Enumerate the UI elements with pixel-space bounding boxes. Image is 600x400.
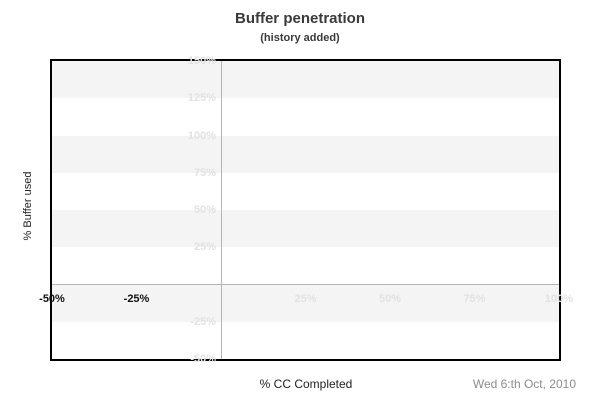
x-tick-label: 100% [544,292,574,305]
plot-band [52,284,559,322]
x-tick-label: -50% [39,292,65,305]
plot-area: 150% 125% 100% 75% 50% 25% -25% -50% -50% -25% 25%… [39,55,573,365]
date-stamp: Wed 6:th Oct, 2010 [472,377,576,391]
y-tick-label: 150% [187,55,216,67]
y-tick-label: 25% [193,241,216,254]
y-tick-label: 75% [193,166,216,179]
chart-subtitle: (history added) [260,32,340,44]
x-tick-label: 25% [294,292,317,305]
y-tick-label: 100% [187,129,216,142]
zero-y-gridline [52,284,559,285]
y-tick-label: 125% [187,92,216,105]
x-tick-label: -25% [123,292,150,305]
zero-x-gridline [220,61,222,359]
x-axis-title: % CC Completed [259,377,353,391]
x-tick-label: 75% [463,292,486,305]
y-tick-label: -25% [190,315,216,328]
y-tick-label: -50% [190,353,216,365]
plot-band [52,210,559,248]
plot-band [52,61,559,99]
y-tick-label: 50% [193,204,216,216]
plot-band [52,135,559,173]
y-axis-title: % Buffer used [22,171,34,241]
chart-title: Buffer penetration [234,10,365,27]
x-tick-label: 50% [378,292,402,305]
